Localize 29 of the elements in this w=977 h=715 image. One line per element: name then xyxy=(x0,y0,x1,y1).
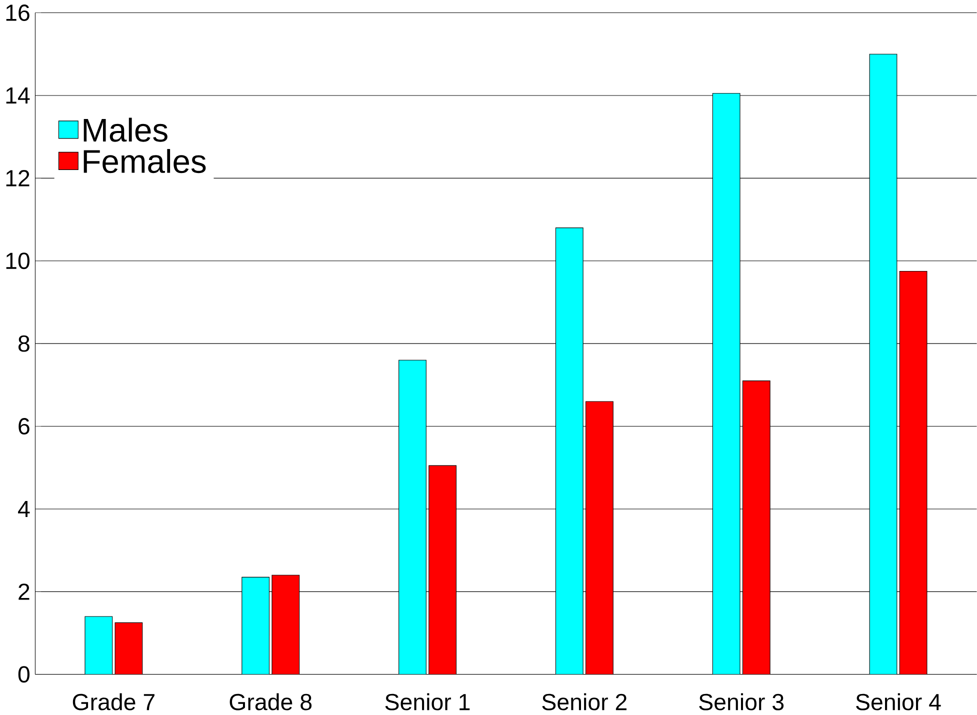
x-tick-label: Senior 1 xyxy=(385,693,470,710)
bar xyxy=(742,380,770,674)
bar xyxy=(586,401,614,674)
y-tick-label: 8 xyxy=(18,335,30,352)
y-tick-label: 16 xyxy=(6,4,30,22)
bar xyxy=(272,574,300,674)
y-tick-label: 2 xyxy=(18,584,30,600)
bar xyxy=(242,577,270,674)
bar xyxy=(114,622,143,674)
bar xyxy=(84,616,113,674)
y-tick-label: 6 xyxy=(18,418,30,435)
bar xyxy=(398,360,426,674)
y-tick-label: 10 xyxy=(6,252,30,270)
bar xyxy=(428,465,456,674)
y-tick-label: 0 xyxy=(18,666,30,683)
y-tick-label: 14 xyxy=(6,88,30,104)
bar xyxy=(899,271,928,674)
y-tick-label: 12 xyxy=(6,170,30,186)
x-tick-label: Senior 3 xyxy=(699,693,784,710)
x-tick-label: Senior 2 xyxy=(542,693,626,710)
bar xyxy=(712,93,740,674)
x-tick-label: Grade 8 xyxy=(230,693,312,710)
y-tick-label: 4 xyxy=(18,501,30,518)
bar xyxy=(555,228,584,674)
legend-label: Males xyxy=(84,118,168,142)
x-tick-label: Grade 7 xyxy=(72,693,154,710)
x-tick-label: Senior 4 xyxy=(856,693,941,710)
legend-label: Females xyxy=(84,149,206,174)
bar xyxy=(869,54,898,674)
